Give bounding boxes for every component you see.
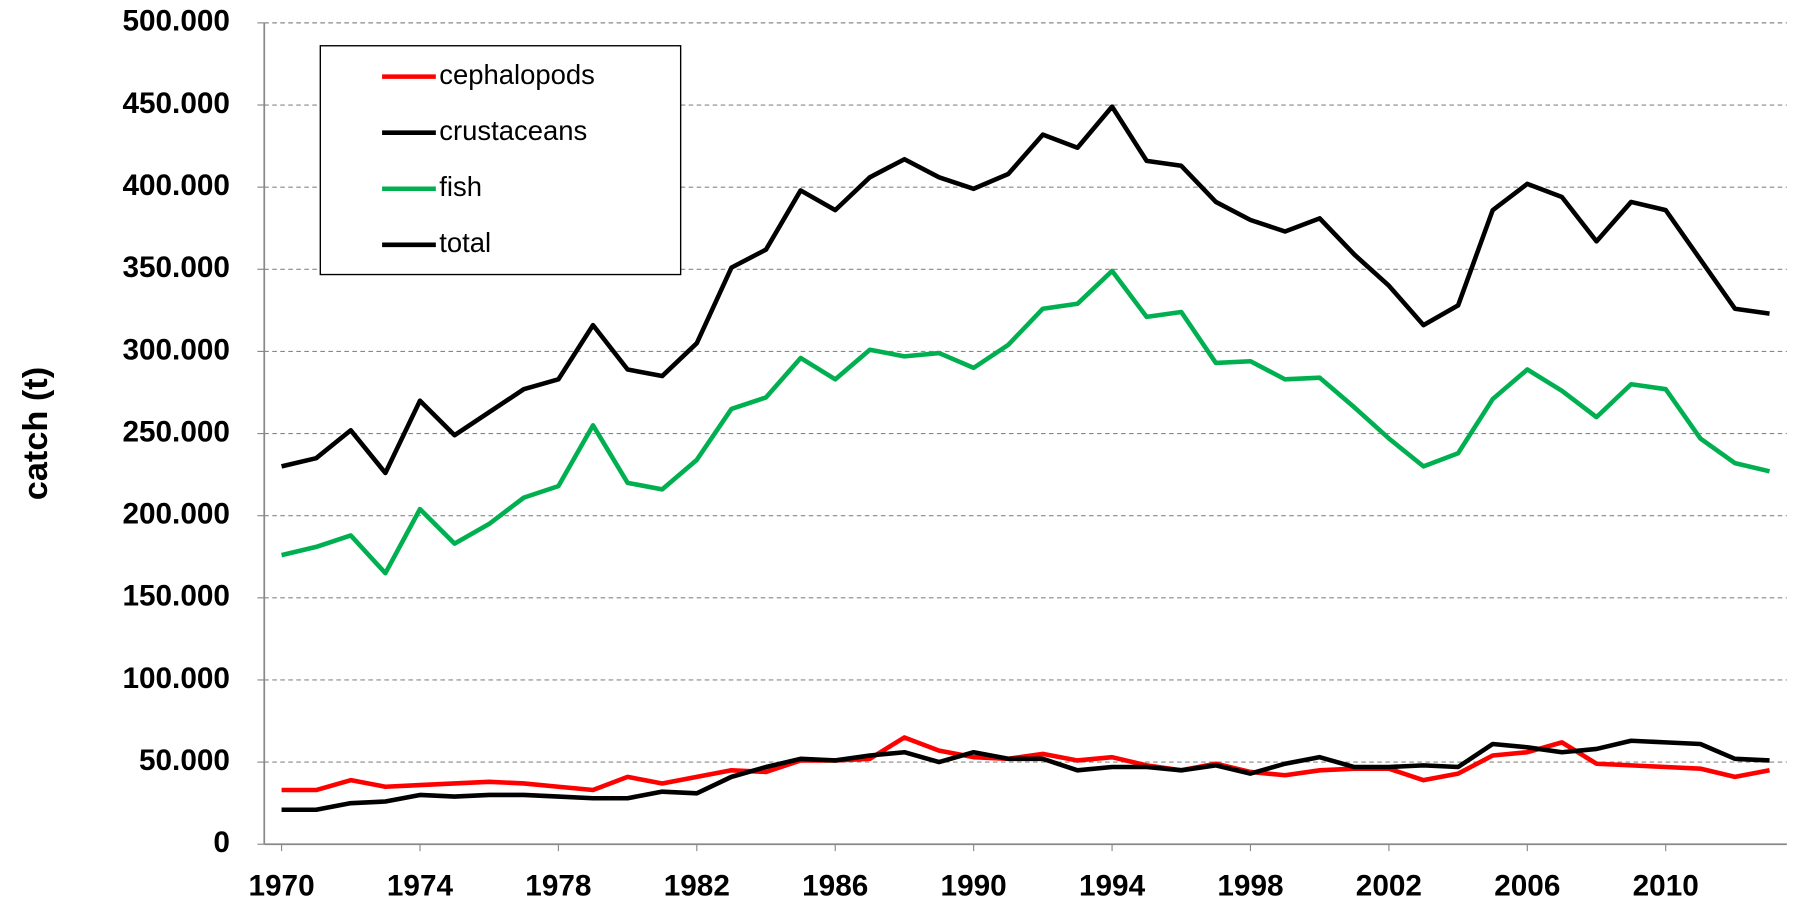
x-tick-label: 1998 bbox=[1217, 870, 1283, 903]
series-line bbox=[281, 735, 1770, 793]
y-tick-label: 400.000 bbox=[122, 169, 229, 202]
legend-box bbox=[319, 45, 682, 276]
x-tick-label: 1990 bbox=[941, 870, 1007, 903]
y-tick-label: 450.000 bbox=[122, 87, 229, 120]
y-tick-label: 50.000 bbox=[139, 744, 230, 777]
x-tick-label: 1974 bbox=[387, 870, 454, 903]
y-tick-label: 100.000 bbox=[122, 662, 229, 695]
y-tick-label: 200.000 bbox=[122, 498, 229, 531]
x-tick-label: 2006 bbox=[1494, 870, 1560, 903]
x-tick-label: 1982 bbox=[664, 870, 730, 903]
y-tick-label: 300.000 bbox=[122, 333, 229, 366]
legend-label: total bbox=[439, 227, 491, 258]
x-tick-label: 1978 bbox=[525, 870, 591, 903]
legend-label: cephalopods bbox=[439, 59, 595, 90]
series-line bbox=[281, 104, 1770, 476]
legend-label: crustaceans bbox=[439, 115, 587, 146]
x-tick-label: 2010 bbox=[1633, 870, 1699, 903]
x-tick-label: 2002 bbox=[1356, 870, 1422, 903]
x-tick-label: 1994 bbox=[1079, 870, 1146, 903]
series-line bbox=[281, 738, 1770, 813]
x-tick-label: 1986 bbox=[802, 870, 868, 903]
series-line bbox=[281, 268, 1771, 576]
y-tick-label: 150.000 bbox=[122, 580, 229, 613]
y-tick-label: 0 bbox=[213, 826, 230, 859]
y-tick-label: 250.000 bbox=[122, 415, 229, 448]
legend-label: fish bbox=[439, 171, 482, 202]
y-tick-label: 350.000 bbox=[122, 251, 229, 284]
y-axis-title: catch (t) bbox=[17, 367, 55, 500]
y-tick-label: 500.000 bbox=[122, 5, 229, 38]
x-tick-label: 1970 bbox=[248, 870, 314, 903]
